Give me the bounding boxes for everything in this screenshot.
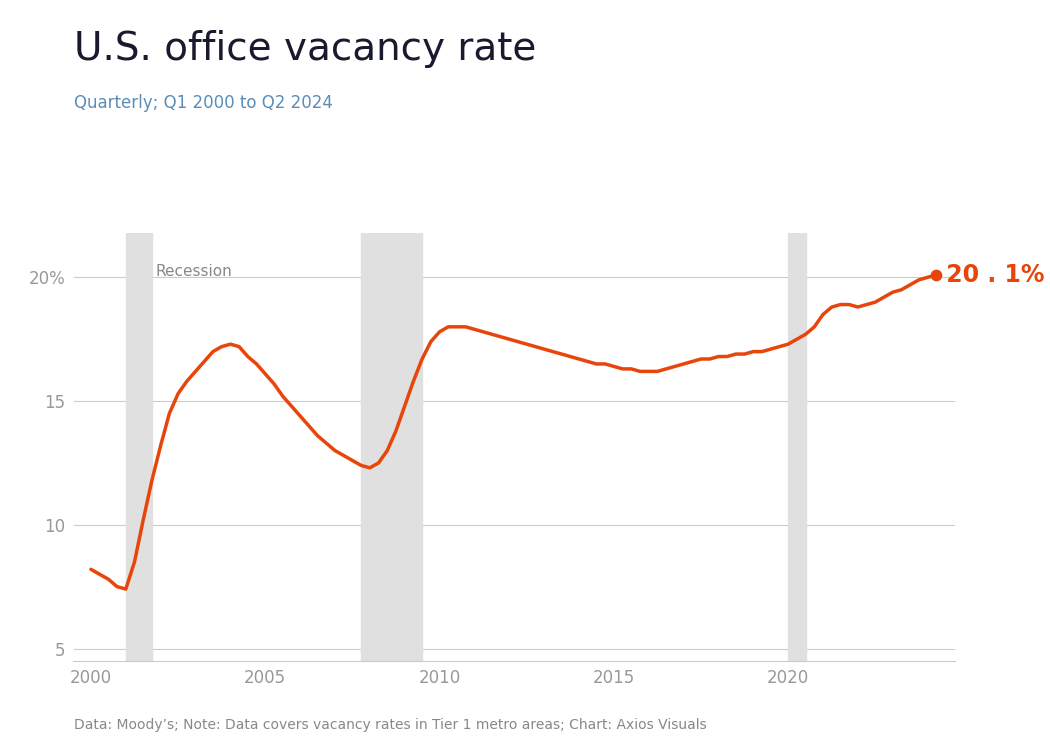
Bar bbox=[126, 233, 152, 661]
Bar bbox=[789, 233, 805, 661]
Text: Recession: Recession bbox=[155, 264, 232, 279]
Text: U.S. office vacancy rate: U.S. office vacancy rate bbox=[74, 30, 536, 68]
Text: 20 . 1%: 20 . 1% bbox=[938, 263, 1045, 287]
Text: Quarterly; Q1 2000 to Q2 2024: Quarterly; Q1 2000 to Q2 2024 bbox=[74, 94, 333, 112]
Text: Data: Moody’s; Note: Data covers vacancy rates in Tier 1 metro areas; Chart: Axi: Data: Moody’s; Note: Data covers vacancy… bbox=[74, 718, 707, 732]
Bar bbox=[361, 233, 422, 661]
Point bbox=[928, 269, 945, 281]
